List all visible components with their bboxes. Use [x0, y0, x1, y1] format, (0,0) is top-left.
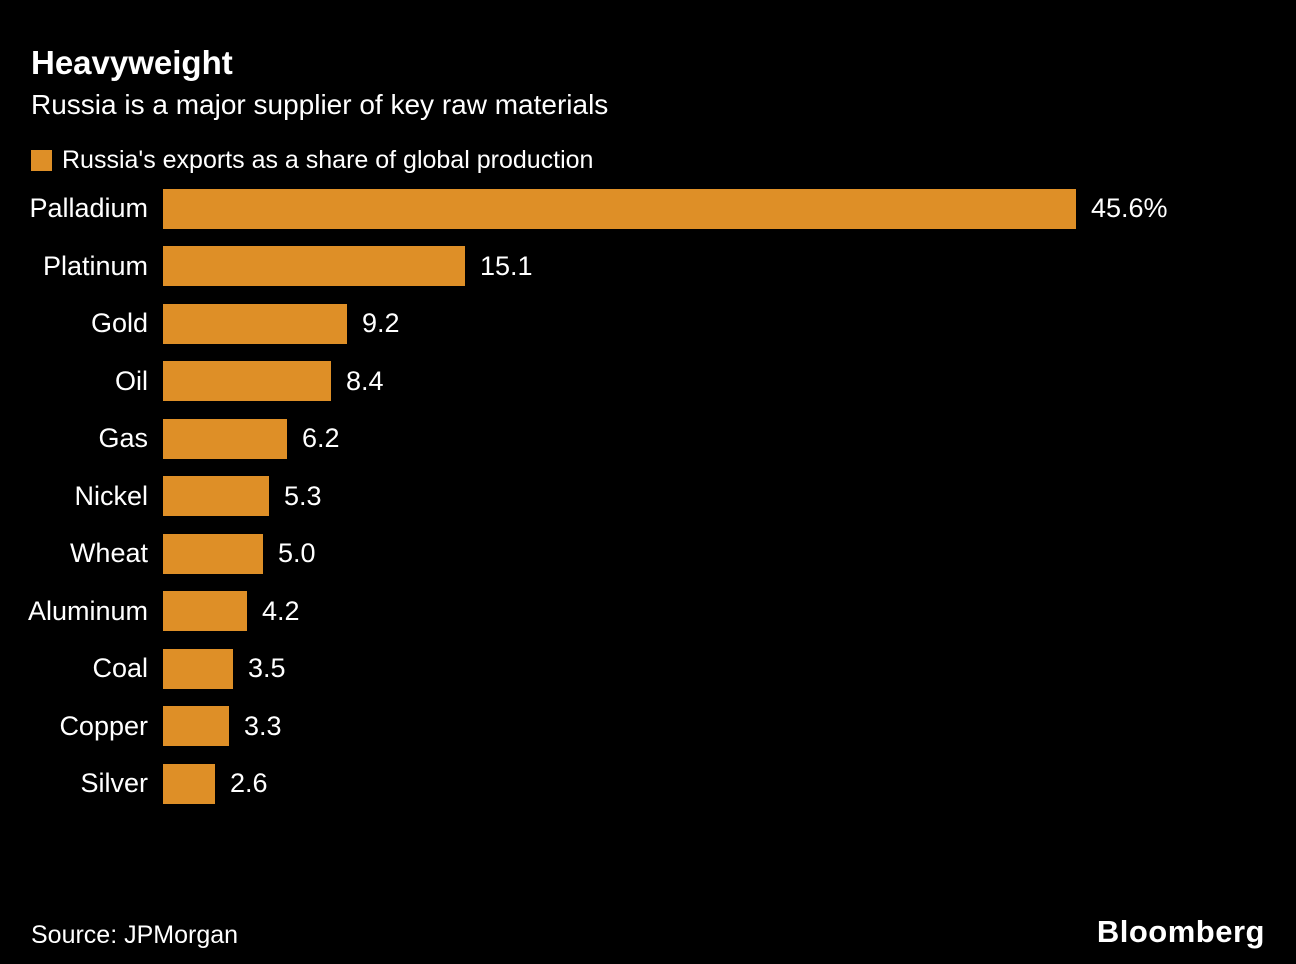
bar — [163, 361, 331, 402]
chart-title: Heavyweight — [31, 44, 233, 81]
bar-category-label: Silver — [80, 768, 148, 799]
bar-row: Wheat 5.0 — [0, 533, 1296, 574]
bar — [163, 763, 215, 804]
legend-label: Russia's exports as a share of global pr… — [62, 145, 594, 174]
chart-legend: Russia's exports as a share of global pr… — [31, 146, 1265, 175]
bar-row: Gold 9.2 — [0, 303, 1296, 344]
bar-row: Nickel 5.3 — [0, 476, 1296, 517]
bar-row: Platinum 15.1 — [0, 246, 1296, 287]
bar — [163, 706, 229, 747]
bar-value-label: 2.6 — [230, 768, 268, 799]
legend-swatch-icon — [31, 149, 52, 171]
bar-value-label: 5.3 — [284, 480, 322, 511]
bar — [163, 591, 247, 632]
source-note: Source: JPMorgan — [31, 921, 239, 949]
bar-row: Gas 6.2 — [0, 418, 1296, 459]
bar-value-label: 9.2 — [362, 308, 400, 339]
chart-header: Heavyweight Russia is a major supplier o… — [0, 0, 1296, 122]
bar-row: Oil 8.4 — [0, 361, 1296, 402]
bar-category-label: Wheat — [69, 538, 148, 569]
bar-value-label: 4.2 — [262, 595, 300, 626]
bar-category-label: Coal — [92, 653, 148, 684]
bar-chart: Palladium 45.6% Platinum 15.1 Gold 9.2 Oil 8.4 G… — [0, 188, 1296, 804]
bar-category-label: Copper — [59, 710, 148, 741]
bar-category-label: Platinum — [42, 250, 148, 281]
bar-row: Copper 3.3 — [0, 706, 1296, 747]
bar — [163, 188, 1076, 229]
bar-category-label: Aluminum — [27, 595, 148, 626]
bar-value-label: 5.0 — [278, 538, 316, 569]
bar — [163, 303, 347, 344]
bar — [163, 418, 287, 459]
bar-row: Coal 3.5 — [0, 648, 1296, 689]
bar-value-label: 3.3 — [244, 710, 282, 741]
bar — [163, 246, 465, 287]
bar-row: Aluminum 4.2 — [0, 591, 1296, 632]
bar-value-label: 6.2 — [302, 423, 340, 454]
bar-value-label: 45.6% — [1091, 193, 1168, 224]
bar-value-label: 8.4 — [346, 365, 384, 396]
bar — [163, 533, 263, 574]
chart-subtitle: Russia is a major supplier of key raw ma… — [31, 88, 609, 120]
bar-value-label: 3.5 — [248, 653, 286, 684]
bar-category-label: Nickel — [74, 480, 148, 511]
bloomberg-logo: Bloomberg — [1096, 914, 1265, 949]
bar-row: Silver 2.6 — [0, 763, 1296, 804]
bar-category-label: Gold — [90, 308, 148, 339]
bar-value-label: 15.1 — [480, 250, 533, 281]
bar-row: Palladium 45.6% — [0, 188, 1296, 229]
bar-category-label: Gas — [98, 423, 148, 454]
chart-footer: Source: JPMorgan Bloomberg — [0, 914, 1296, 950]
bar-category-label: Oil — [115, 365, 148, 396]
bar-category-label: Palladium — [29, 193, 148, 224]
bar — [163, 648, 233, 689]
bar — [163, 476, 269, 517]
